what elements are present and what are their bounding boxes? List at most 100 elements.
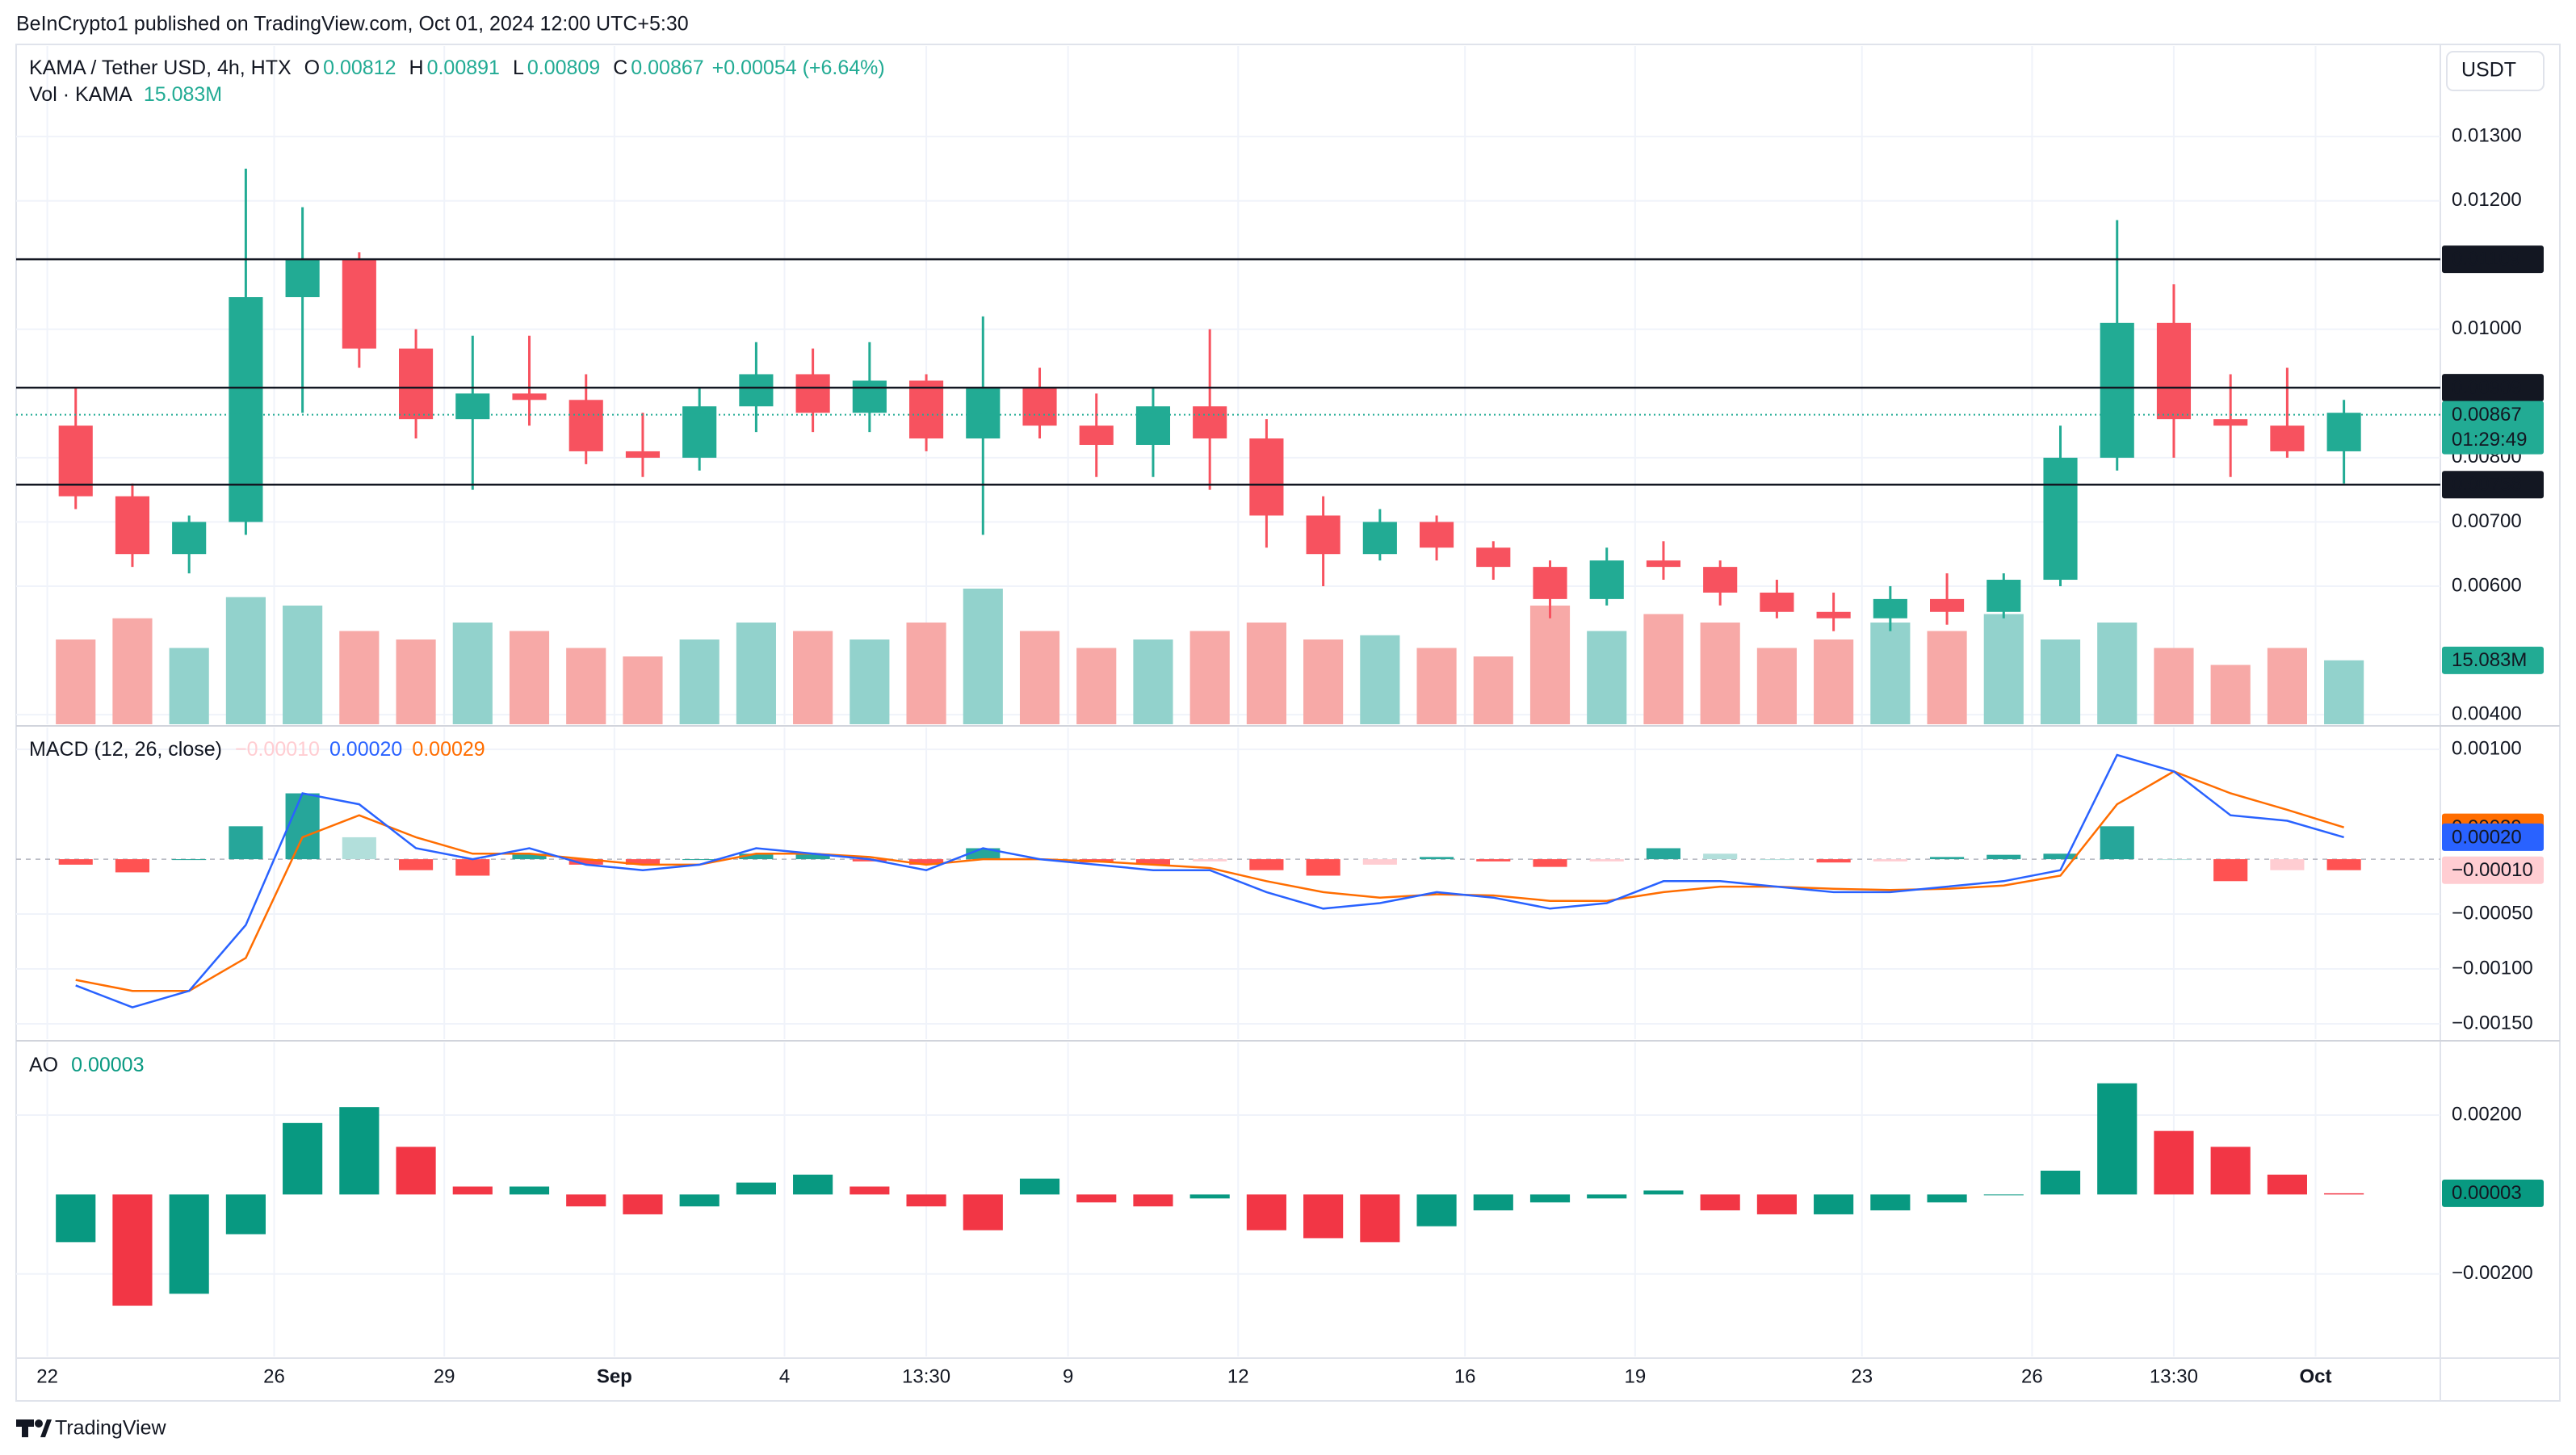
histogram-bar <box>1533 859 1567 867</box>
volume-bar <box>963 589 1003 724</box>
ao-bar <box>1133 1194 1173 1207</box>
candle-body <box>1476 547 1511 568</box>
volume-bar <box>1643 614 1684 724</box>
currency-button[interactable] <box>2446 51 2545 91</box>
ao-bar <box>1587 1194 1627 1199</box>
x-tick-label: 9 <box>1063 1365 1073 1387</box>
signal-line <box>75 770 2344 992</box>
histogram-bar <box>285 793 320 860</box>
histogram-bar <box>1873 859 1907 862</box>
histogram-bar <box>1703 853 1738 860</box>
ao-bar <box>1756 1194 1797 1214</box>
ao-bar <box>1814 1194 1854 1214</box>
volume-bar <box>283 606 323 724</box>
volume-bar <box>56 639 96 724</box>
level-label: 0.00909 <box>2452 377 2522 399</box>
volume-bar <box>1983 614 2024 724</box>
legend-value: 0.00029 <box>412 738 485 761</box>
histogram-bar <box>625 859 661 865</box>
ao-bar <box>1643 1190 1684 1195</box>
histogram-bar <box>1193 859 1227 862</box>
ao-bar <box>793 1174 833 1195</box>
ao-bar <box>1189 1194 1230 1199</box>
y-tick-label: −0.00150 <box>2452 1012 2533 1034</box>
countdown-label: 01:29:49 <box>2452 429 2527 451</box>
volume-bar <box>1756 648 1797 724</box>
ao-bar <box>963 1194 1003 1231</box>
ao-bar <box>2324 1193 2364 1195</box>
legend-line: Vol · KAMA 15.083M <box>29 83 222 106</box>
y-tick-label: −0.00200 <box>2452 1262 2533 1284</box>
volume-bar <box>850 639 890 724</box>
y-tick-label: 0.00400 <box>2452 702 2522 724</box>
histogram-bar <box>2270 859 2305 870</box>
ao-label-bg <box>2442 1179 2544 1207</box>
level-label-bg <box>2442 245 2544 274</box>
legend-line: AO 0.00003 <box>29 1054 145 1076</box>
volume-bar <box>339 631 380 724</box>
volume-bar <box>566 648 606 724</box>
histogram-bar <box>1987 854 2021 860</box>
histogram-bar <box>1306 859 1340 876</box>
x-tick-label: 19 <box>1624 1365 1646 1387</box>
candle-body <box>2326 413 2361 451</box>
legend-change: +0.00054 (+6.64%) <box>712 57 885 79</box>
x-tick-label: Sep <box>597 1365 632 1387</box>
histogram-bar <box>399 859 434 870</box>
ao-bar <box>1246 1194 1286 1231</box>
volume-bar <box>2324 660 2364 724</box>
ao-bar <box>850 1186 890 1195</box>
candle-body <box>568 400 603 451</box>
ao-bar <box>2097 1083 2138 1195</box>
ao-bar <box>2267 1174 2307 1195</box>
histogram-bar <box>568 859 603 865</box>
volume-bar <box>1870 623 1911 724</box>
volume-bar <box>623 656 663 724</box>
histogram-bar <box>795 853 830 860</box>
candle-body <box>1816 611 1851 618</box>
level-label: 0.00758 <box>2452 474 2522 496</box>
volume-bar <box>1927 631 1967 724</box>
currency-label[interactable]: USDT <box>2461 59 2516 82</box>
ao-bar <box>1927 1194 1967 1203</box>
candle-body <box>1306 515 1340 555</box>
volume-bar <box>112 618 153 724</box>
histogram-label: −0.00010 <box>2452 859 2533 881</box>
histogram-bar <box>1816 859 1851 863</box>
legend-key: C <box>613 57 627 79</box>
ao-bar <box>169 1194 209 1294</box>
macd-line <box>75 753 2344 1008</box>
candle-body <box>2043 457 2078 581</box>
histogram-bar <box>1646 848 1681 860</box>
indicator-title: MACD (12, 26, close) <box>29 738 222 761</box>
ao-bar <box>566 1194 606 1207</box>
ao-bar <box>736 1182 776 1195</box>
volume-bar <box>1529 606 1571 724</box>
histogram-bar <box>1249 859 1284 870</box>
legend-value: 0.00891 <box>427 57 500 79</box>
ao-bar <box>623 1194 663 1214</box>
histogram-bar <box>2213 859 2248 882</box>
volume-bar <box>1246 623 1286 724</box>
volume-value: 15.083M <box>144 83 222 106</box>
candle-body <box>1022 387 1057 426</box>
candle-body <box>2270 426 2305 451</box>
candle-body <box>966 387 1001 439</box>
candle-body <box>115 496 150 555</box>
legend-key: H <box>409 57 424 79</box>
x-tick-label: 29 <box>434 1365 455 1387</box>
candle-body <box>795 374 830 413</box>
ao-bar <box>1473 1194 1513 1211</box>
candle-body <box>2156 322 2192 420</box>
footer-brand: TradingView <box>55 1417 167 1440</box>
last-price-label: 0.00867 <box>2452 404 2522 426</box>
histogram-bar <box>852 859 887 862</box>
legend-value: 0.00003 <box>71 1054 144 1076</box>
macd-label: 0.00020 <box>2452 826 2522 848</box>
volume-bar <box>1700 623 1740 724</box>
candle-body <box>2213 419 2248 426</box>
histogram-bar <box>342 837 376 860</box>
y-tick-label: 0.01300 <box>2452 125 2522 147</box>
